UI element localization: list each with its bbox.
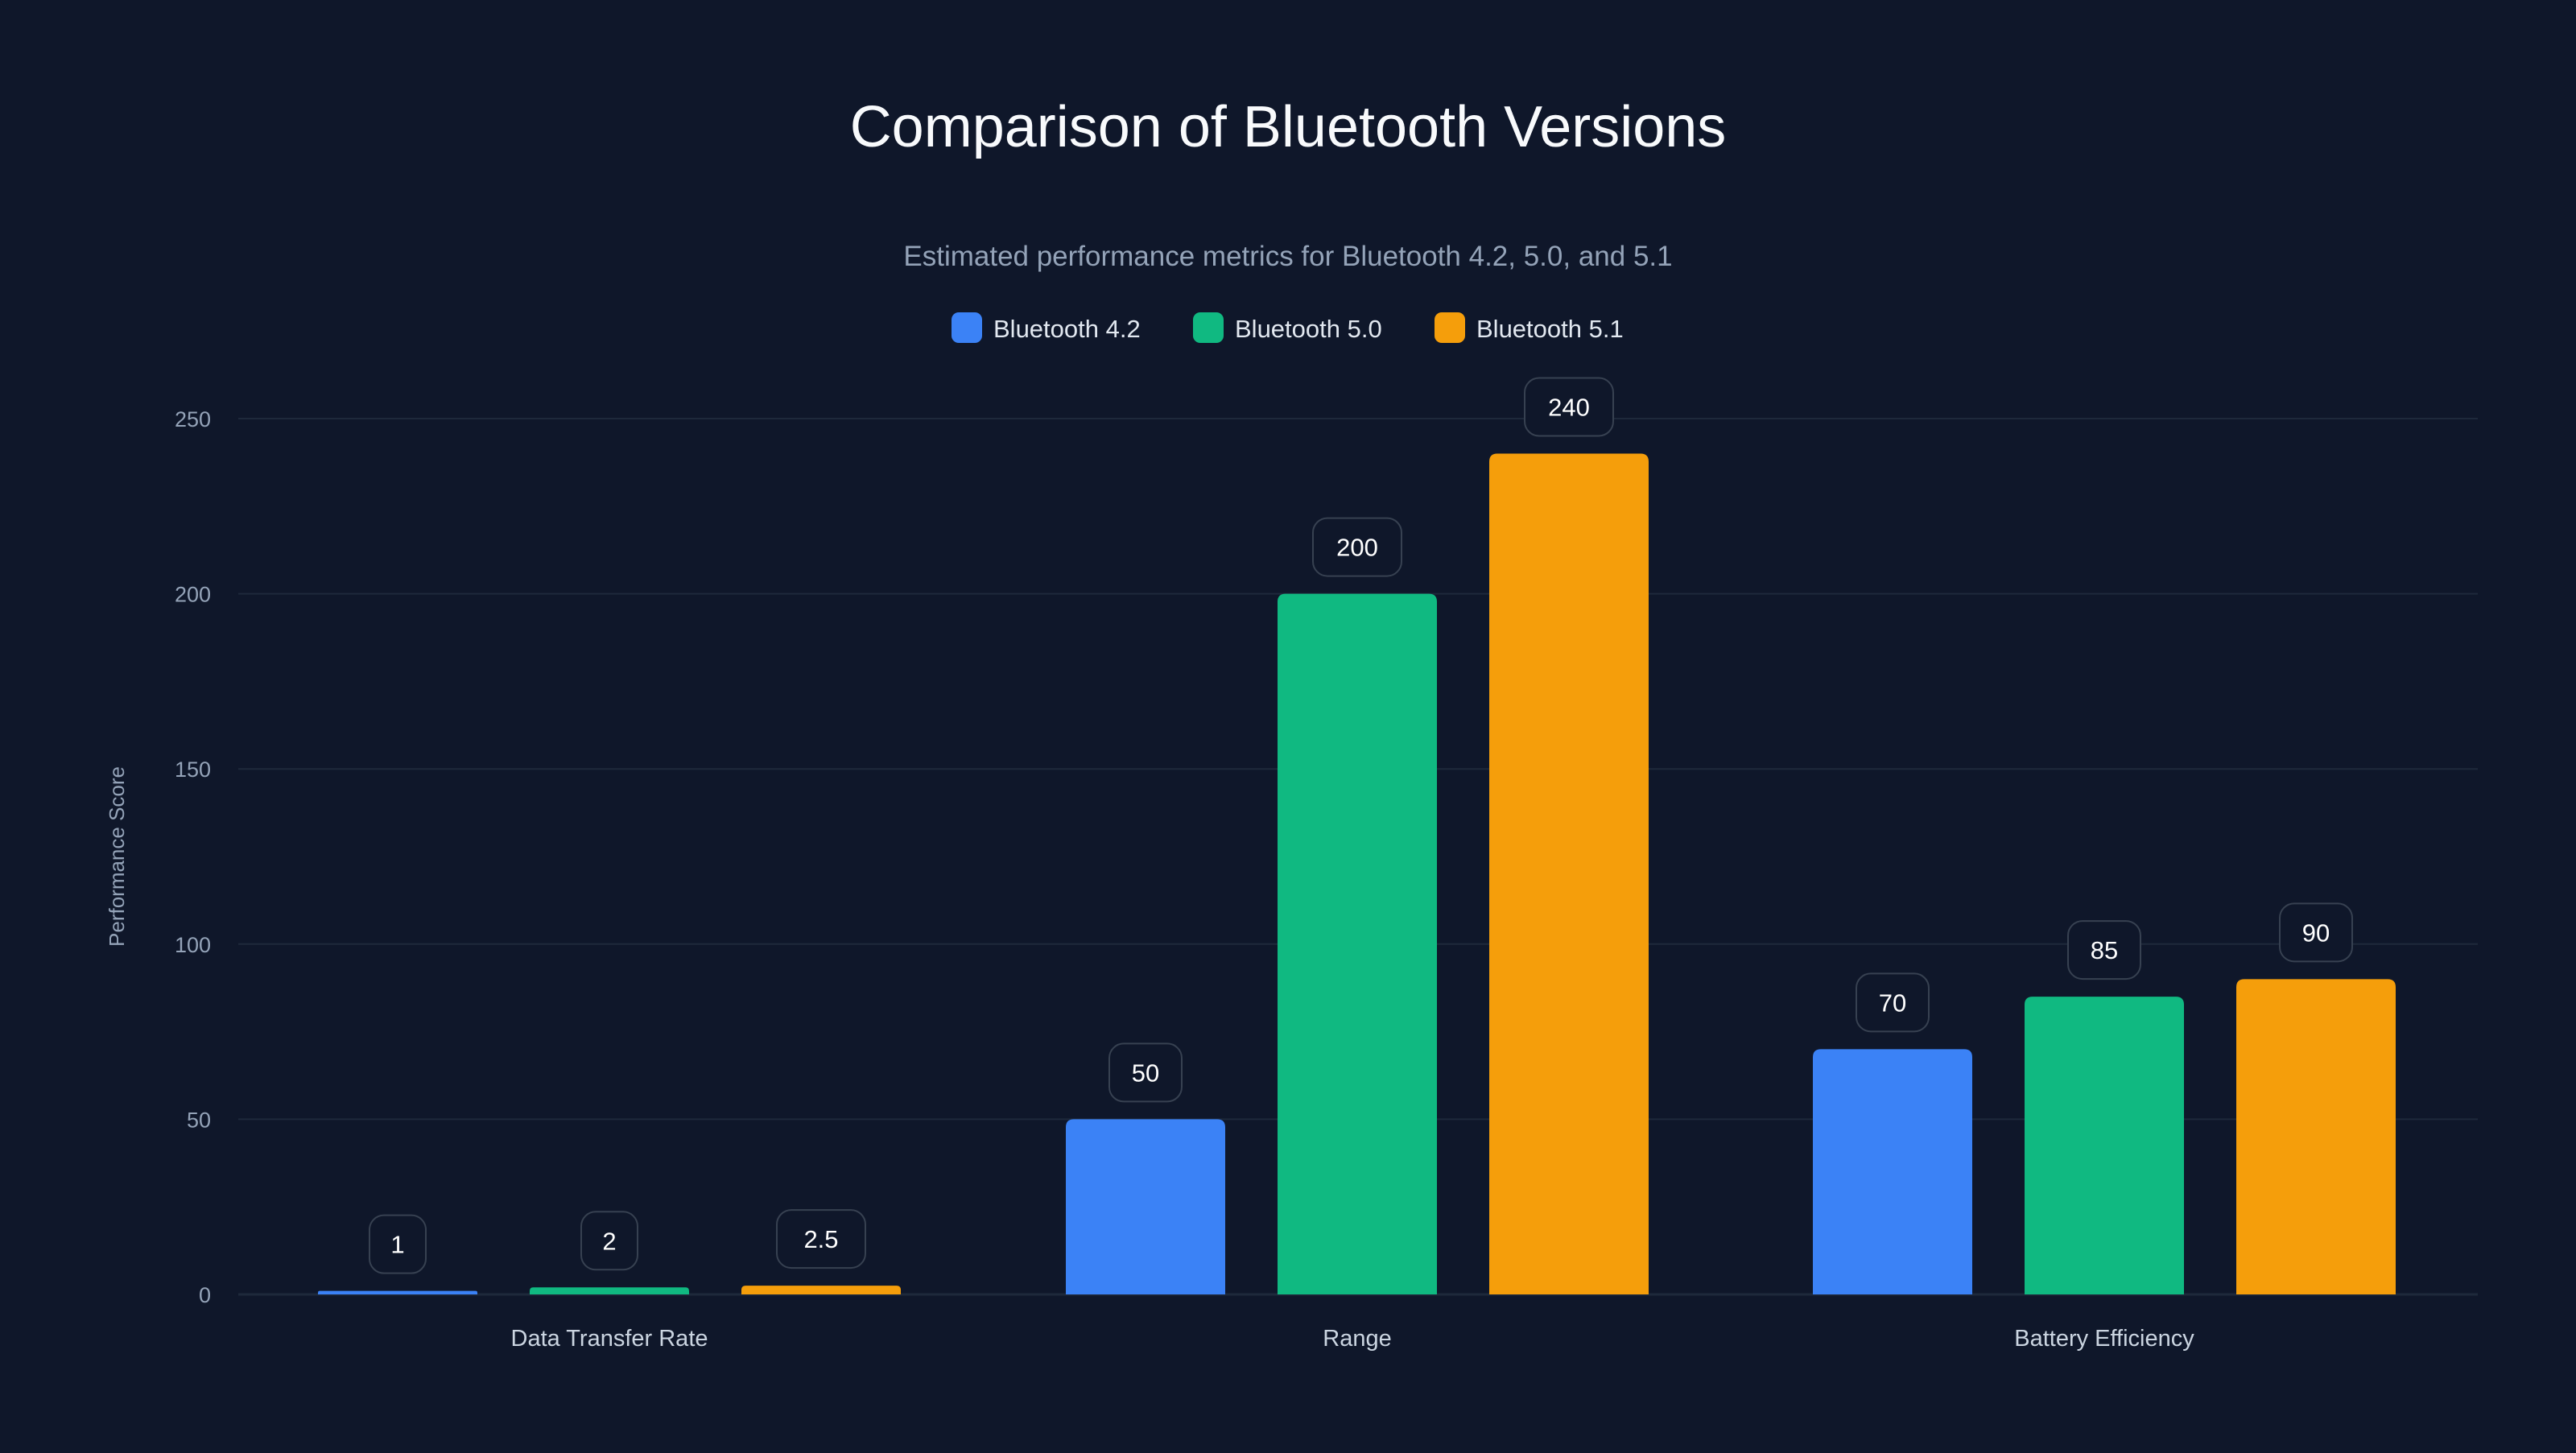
legend-item[interactable]: Bluetooth 5.1: [1435, 312, 1624, 343]
bar[interactable]: [741, 1286, 901, 1294]
data-label-box: [1312, 517, 1402, 577]
legend-swatch: [1435, 312, 1465, 343]
y-tick-label: 200: [175, 583, 211, 607]
y-tick-label: 150: [175, 757, 211, 782]
legend-label: Bluetooth 4.2: [993, 315, 1141, 343]
bar[interactable]: [2025, 997, 2184, 1294]
data-label: 85: [2067, 920, 2141, 980]
data-label-box: [2067, 920, 2141, 980]
bar[interactable]: [1278, 593, 1437, 1294]
data-label-box: [1856, 972, 1930, 1033]
data-label-text: 2: [602, 1227, 616, 1255]
bar[interactable]: [1489, 453, 1649, 1294]
legend-item[interactable]: Bluetooth 5.0: [1193, 312, 1382, 343]
data-label-box: [580, 1211, 638, 1271]
data-label-text: 90: [2302, 918, 2330, 947]
data-label: 200: [1312, 517, 1402, 577]
legend-label: Bluetooth 5.1: [1476, 315, 1624, 343]
legend-swatch: [1193, 312, 1224, 343]
x-tick-label: Data Transfer Rate: [511, 1326, 708, 1352]
data-label-box: [1524, 377, 1614, 437]
data-label-text: 70: [1879, 989, 1906, 1017]
bar[interactable]: [530, 1287, 689, 1294]
data-label-box: [369, 1214, 427, 1274]
data-label-text: 50: [1132, 1059, 1159, 1087]
legend-swatch: [952, 312, 982, 343]
data-label: 70: [1856, 972, 1930, 1033]
data-label-text: 85: [2091, 936, 2118, 964]
data-label-text: 240: [1548, 394, 1590, 422]
data-label: 1: [369, 1214, 427, 1274]
data-label-text: 2.5: [803, 1225, 838, 1253]
data-label-box: [776, 1209, 866, 1269]
bar[interactable]: [2236, 979, 2396, 1294]
data-label-box: [2279, 902, 2353, 963]
y-tick-label: 100: [175, 933, 211, 957]
data-label-text: 1: [390, 1231, 404, 1259]
data-label-box: [1108, 1042, 1183, 1103]
legend-label: Bluetooth 5.0: [1235, 315, 1382, 343]
data-label: 2.5: [776, 1209, 866, 1269]
x-tick-label: Range: [1323, 1326, 1391, 1352]
data-label: 2: [580, 1211, 638, 1271]
chart-subtitle: Estimated performance metrics for Blueto…: [903, 241, 1672, 272]
bar[interactable]: [1066, 1119, 1225, 1294]
y-axis-label: Performance Score: [105, 766, 129, 947]
data-label: 240: [1524, 377, 1614, 437]
data-label-text: 200: [1336, 534, 1378, 562]
y-tick-label: 250: [175, 407, 211, 431]
chart-title: Comparison of Bluetooth Versions: [850, 95, 1727, 159]
y-tick-label: 50: [187, 1108, 211, 1132]
legend-item[interactable]: Bluetooth 4.2: [952, 312, 1141, 343]
y-tick-label: 0: [199, 1283, 211, 1307]
data-label: 90: [2279, 902, 2353, 963]
data-label: 50: [1108, 1042, 1183, 1103]
x-tick-label: Battery Efficiency: [2014, 1326, 2194, 1352]
bar[interactable]: [318, 1290, 477, 1294]
bar[interactable]: [1813, 1049, 1972, 1294]
